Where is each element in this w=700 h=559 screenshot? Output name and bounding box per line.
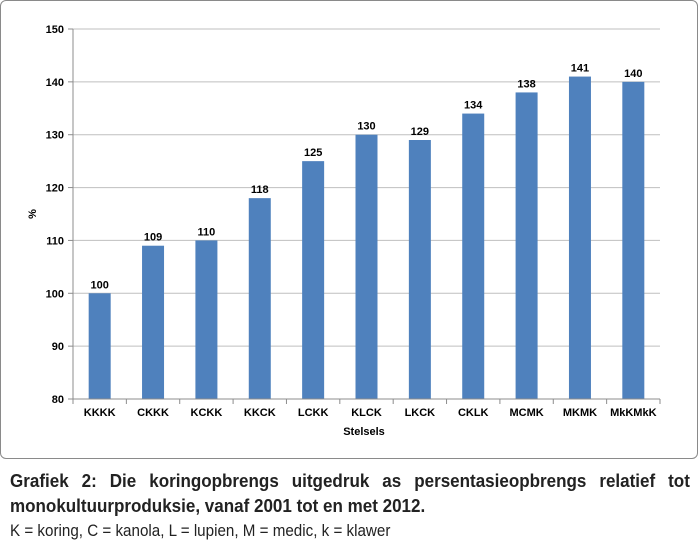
y-tick-label: 120 xyxy=(46,183,64,195)
data-label: 129 xyxy=(411,126,429,138)
bar xyxy=(408,140,431,399)
bars xyxy=(88,76,645,400)
x-tick-label: CKLK xyxy=(458,407,489,419)
data-label: 140 xyxy=(624,68,642,80)
bar xyxy=(248,198,271,399)
bar-chart: 80 90 100 110 120 130 140 150 100 109 110 118 125 13… xyxy=(27,24,661,438)
y-tick-label: 130 xyxy=(46,130,64,142)
data-label: 134 xyxy=(464,100,483,112)
data-label: 100 xyxy=(91,279,109,291)
bar xyxy=(88,293,111,399)
bar xyxy=(195,240,218,399)
x-tick-label: LKCK xyxy=(405,407,436,419)
data-labels: 100 109 110 118 125 130 129 134 138 141 140 xyxy=(91,63,643,292)
data-label: 118 xyxy=(251,184,269,196)
bar xyxy=(462,113,485,400)
x-tick-label: MCMK xyxy=(509,407,543,419)
data-label: 141 xyxy=(571,63,589,75)
y-tick-label: 140 xyxy=(46,77,64,89)
y-tick-label: 110 xyxy=(46,235,64,247)
x-tick-label: MKMK xyxy=(563,407,597,419)
caption-legend: K = koring, C = kanola, L = lupien, M = … xyxy=(10,522,391,540)
x-tick-label: KKKK xyxy=(84,407,116,419)
data-label: 125 xyxy=(304,147,322,159)
x-axis-label: Stelsels xyxy=(343,426,385,438)
x-tick-label: MkKMkK xyxy=(610,407,657,419)
y-tick-label: 150 xyxy=(46,24,64,36)
data-label: 130 xyxy=(357,121,375,133)
y-axis-ticks: 80 90 100 110 120 130 140 150 xyxy=(46,24,73,406)
bar xyxy=(515,92,538,399)
data-label: 109 xyxy=(144,232,162,244)
caption-title: Grafiek 2: Die koringopbrengs uitgedruk … xyxy=(10,470,690,516)
data-label: 138 xyxy=(517,78,535,90)
figure-caption: Grafiek 2: Die koringopbrengs uitgedruk … xyxy=(10,468,690,542)
y-tick-label: 100 xyxy=(46,288,64,300)
y-tick-label: 80 xyxy=(52,394,64,406)
x-tick-label: KKCK xyxy=(244,407,276,419)
bar xyxy=(302,161,325,399)
x-tick-label: KLCK xyxy=(351,407,382,419)
bar xyxy=(622,81,645,399)
bar xyxy=(142,245,165,399)
data-label: 110 xyxy=(198,226,216,238)
bar xyxy=(355,134,378,399)
bar xyxy=(568,76,591,400)
y-tick-label: 90 xyxy=(52,341,64,353)
y-axis-label: % xyxy=(27,209,39,219)
x-tick-label: LCKK xyxy=(298,407,329,419)
x-tick-label: CKKK xyxy=(137,407,169,419)
x-tick-label: KCKK xyxy=(191,407,223,419)
x-axis-ticks: KKKK CKKK KCKK KKCK LCKK KLCK LKCK CKLK MCMK MKMK… xyxy=(72,399,661,419)
